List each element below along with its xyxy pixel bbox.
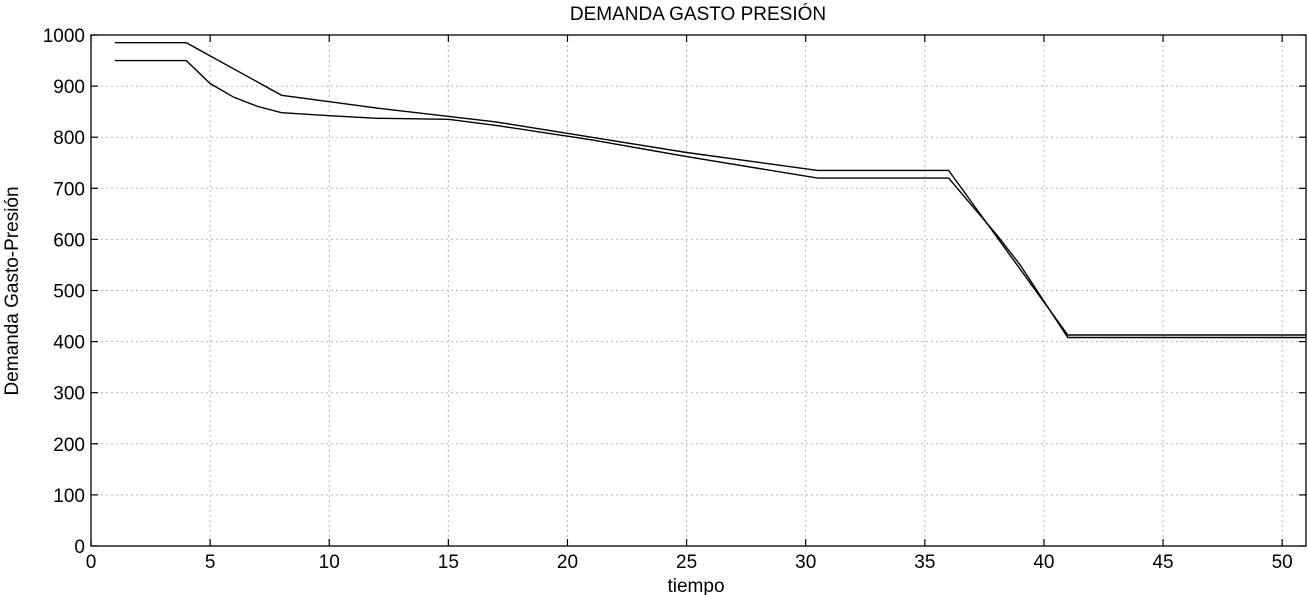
x-axis-tick-labels: 0 5 10 15 20 25 30 35 40 45 50 [86,552,1293,573]
x-tick-label: 0 [86,552,97,573]
series-lines [114,42,1306,339]
x-tick-label: 40 [1033,552,1054,573]
x-tick-label: 10 [319,552,340,573]
x-tick-label: 45 [1152,552,1173,573]
y-axis-tick-labels: 0 100 200 300 400 500 600 700 800 900 1000 [43,26,85,558]
series-line-2 [114,59,1306,339]
x-tick-label: 15 [438,552,459,573]
y-tick-label: 900 [53,77,85,98]
x-tick-label: 35 [914,552,935,573]
x-tick-label: 30 [795,552,816,573]
x-tick-label: 50 [1272,552,1293,573]
x-tick-label: 20 [557,552,578,573]
y-tick-label: 300 [53,384,85,405]
x-tick-label: 5 [205,552,216,573]
x-tick-label: 25 [676,552,697,573]
y-tick-label: 0 [74,537,85,558]
y-tick-label: 200 [53,435,85,456]
y-tick-label: 1000 [43,26,85,47]
y-tick-label: 700 [53,179,85,200]
y-tick-label: 500 [53,282,85,303]
y-tick-label: 800 [53,128,85,149]
y-tick-label: 600 [53,230,85,251]
axis-ticks [90,34,1306,547]
series-line-1 [114,42,1306,336]
x-axis-title: tiempo [667,576,724,595]
grid-lines [90,34,1306,547]
chart-title: DEMANDA GASTO PRESIÓN [570,3,826,25]
plot-frame [90,34,1307,547]
y-tick-label: 400 [53,333,85,354]
y-axis-title: Demanda Gasto-Presión [2,186,23,395]
y-tick-label: 100 [53,486,85,507]
